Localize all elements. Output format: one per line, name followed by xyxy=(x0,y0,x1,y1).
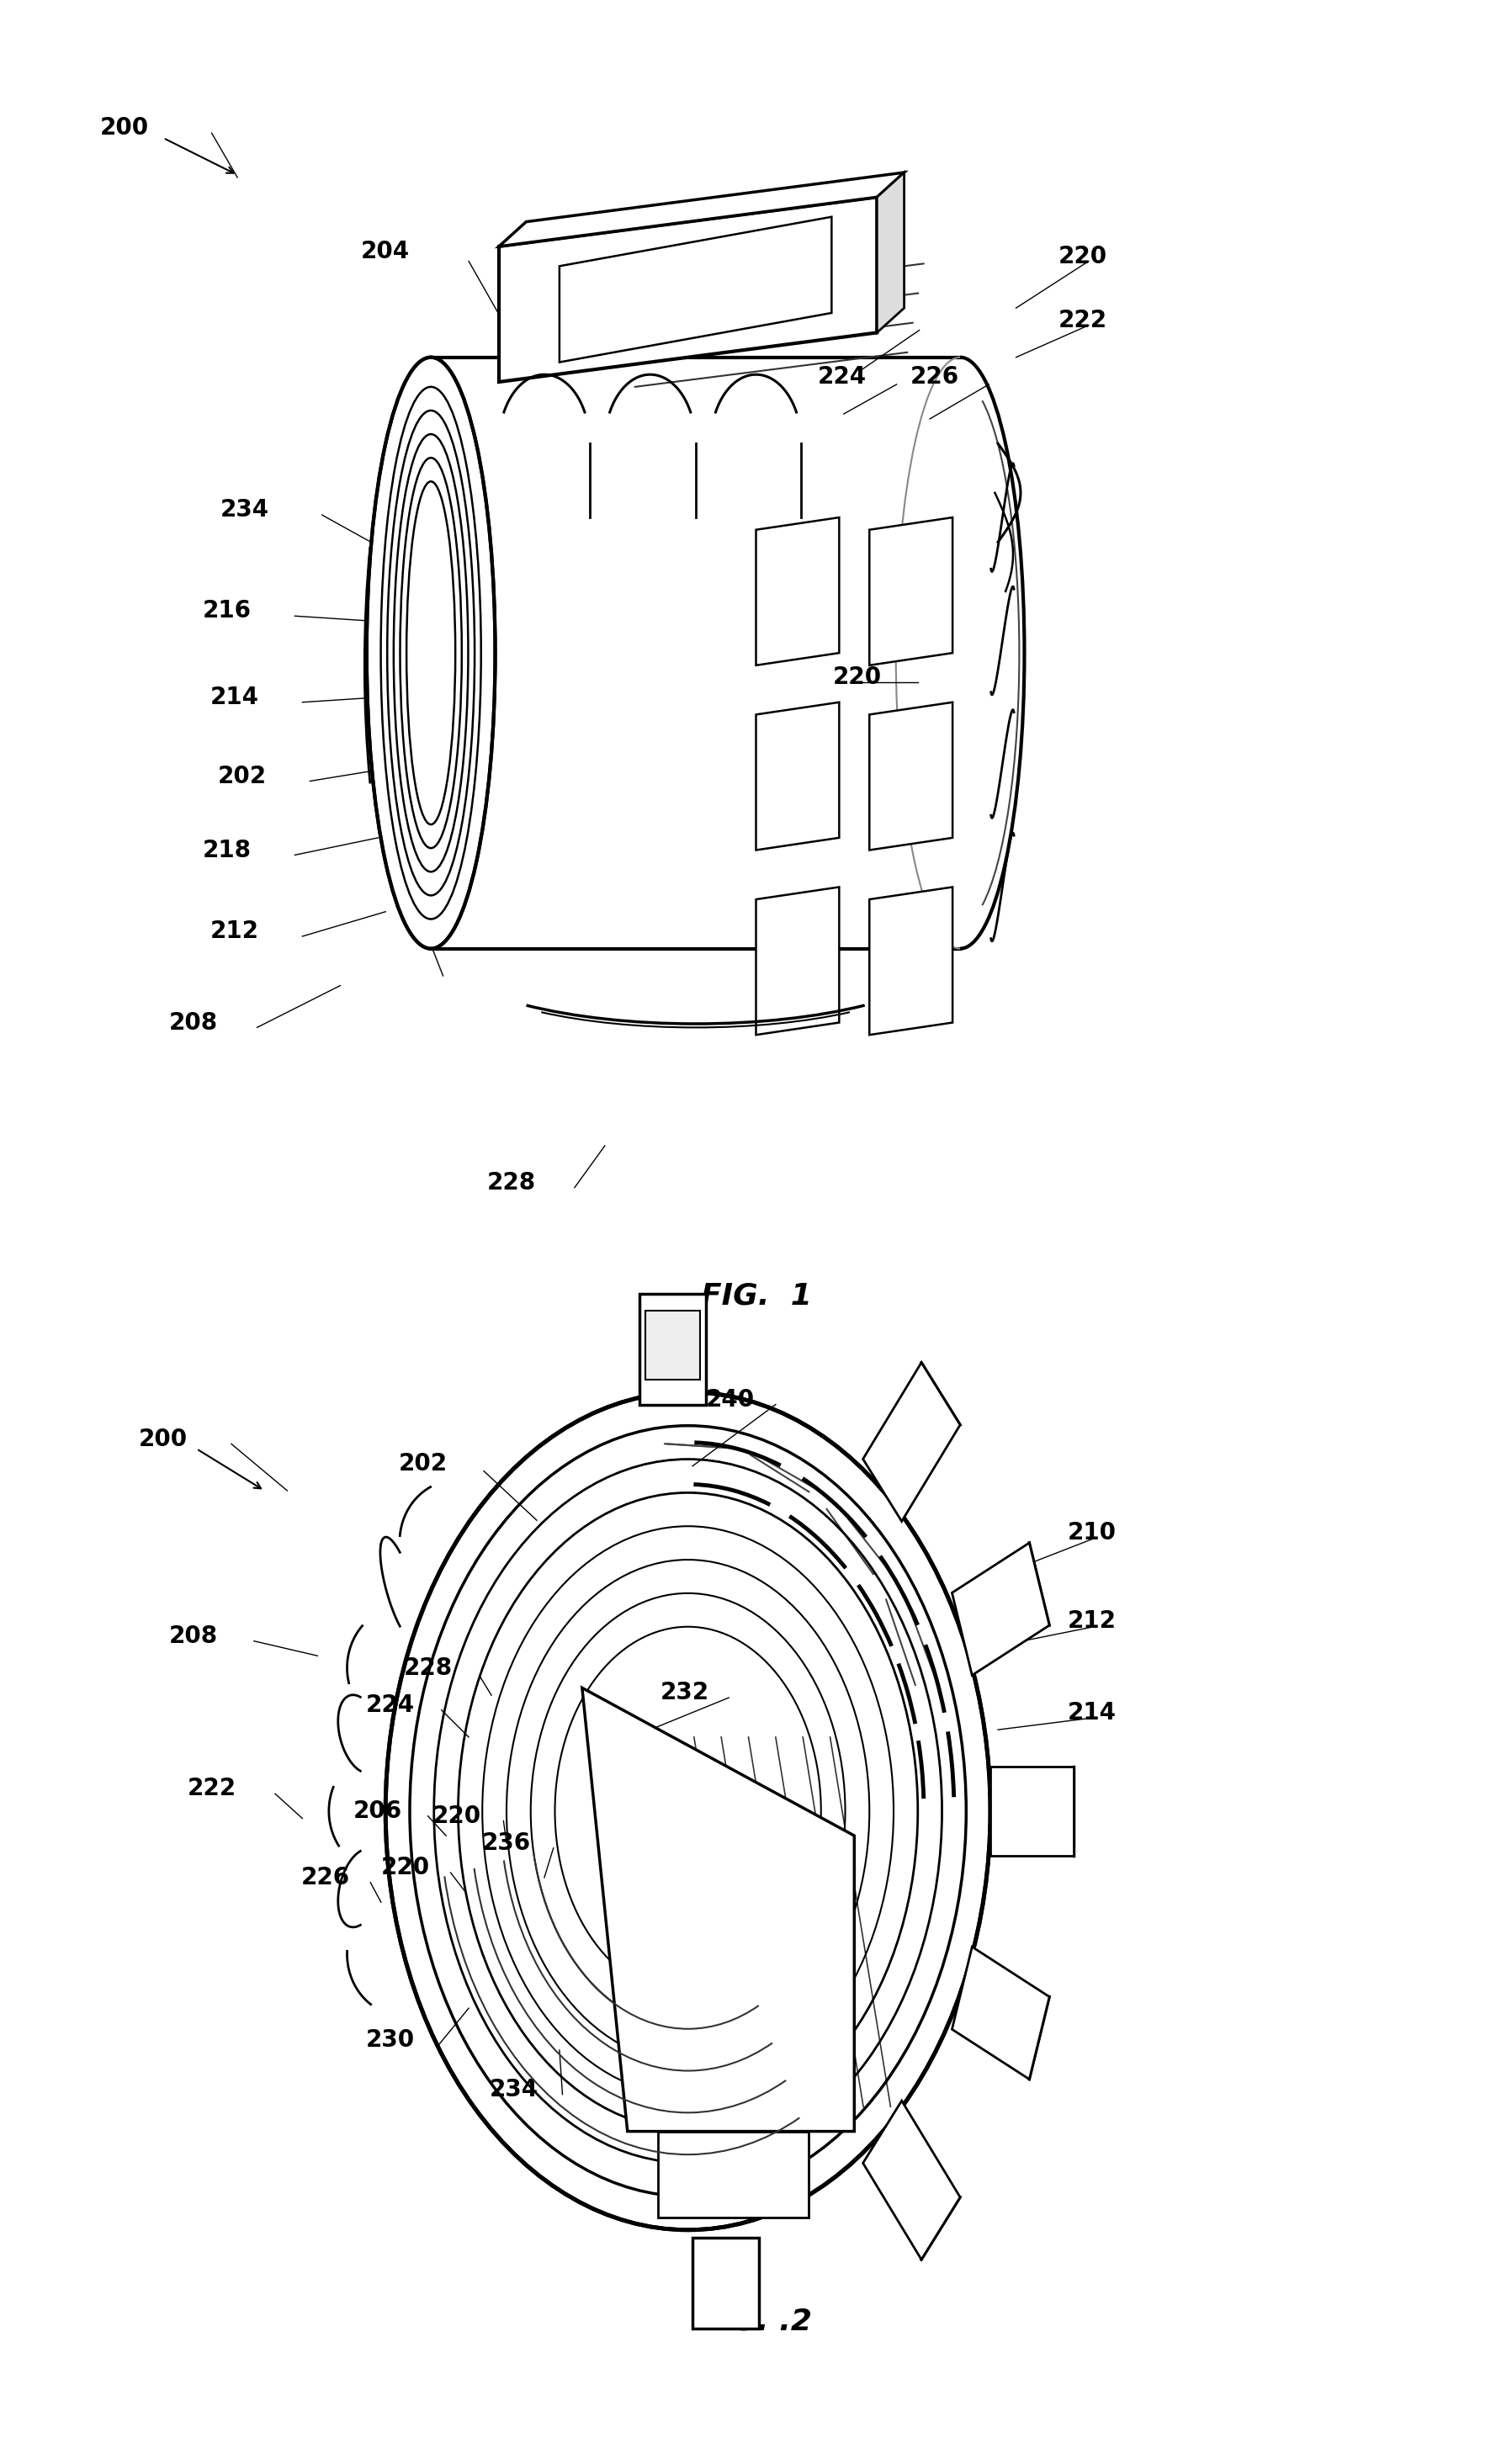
Text: 220: 220 xyxy=(381,1855,429,1880)
Polygon shape xyxy=(756,702,839,850)
Text: 226: 226 xyxy=(910,365,959,389)
Polygon shape xyxy=(559,217,832,362)
Text: 206: 206 xyxy=(838,310,886,335)
Text: 220: 220 xyxy=(432,1804,481,1828)
Text: 222: 222 xyxy=(1058,308,1107,333)
Text: 240: 240 xyxy=(706,1387,754,1412)
Polygon shape xyxy=(953,1542,1049,1676)
Text: 228: 228 xyxy=(404,1656,452,1680)
Ellipse shape xyxy=(386,1392,990,2230)
Polygon shape xyxy=(646,1311,700,1380)
Text: 210: 210 xyxy=(676,219,724,244)
Text: 234: 234 xyxy=(221,498,269,522)
Text: 206: 206 xyxy=(354,1799,402,1823)
Text: 208: 208 xyxy=(169,1010,218,1035)
Text: 200: 200 xyxy=(139,1427,187,1451)
Polygon shape xyxy=(869,702,953,850)
Polygon shape xyxy=(869,887,953,1035)
Polygon shape xyxy=(990,1767,1074,1855)
Text: 240: 240 xyxy=(649,2077,697,2102)
Text: 230: 230 xyxy=(603,251,652,276)
Text: 202: 202 xyxy=(399,1451,448,1476)
Text: 236: 236 xyxy=(513,293,561,318)
Text: 210: 210 xyxy=(1067,1520,1116,1545)
Text: 214: 214 xyxy=(210,685,259,710)
Polygon shape xyxy=(863,1363,960,1520)
Polygon shape xyxy=(756,517,839,665)
Polygon shape xyxy=(756,887,839,1035)
Text: 220: 220 xyxy=(1058,244,1107,269)
Polygon shape xyxy=(863,2102,960,2259)
Text: 234: 234 xyxy=(490,2077,538,2102)
Text: 218: 218 xyxy=(203,838,251,862)
Text: FIG. .2: FIG. .2 xyxy=(700,2306,812,2336)
Text: 212: 212 xyxy=(210,919,259,944)
Text: 232: 232 xyxy=(759,234,807,259)
Polygon shape xyxy=(869,517,953,665)
Text: 228: 228 xyxy=(487,1170,535,1195)
Text: 202: 202 xyxy=(218,764,266,788)
Text: 212: 212 xyxy=(1067,1609,1116,1634)
Polygon shape xyxy=(582,1688,854,2131)
Text: 204: 204 xyxy=(361,239,410,264)
Text: 200: 200 xyxy=(100,116,148,140)
Text: 220: 220 xyxy=(833,665,881,690)
Polygon shape xyxy=(692,2237,759,2328)
Ellipse shape xyxy=(366,357,494,949)
Polygon shape xyxy=(953,1947,1049,2080)
Text: 214: 214 xyxy=(1067,1700,1116,1725)
Polygon shape xyxy=(877,172,904,333)
Text: 224: 224 xyxy=(818,365,866,389)
Text: FIG.  1: FIG. 1 xyxy=(700,1281,812,1311)
Text: 226: 226 xyxy=(301,1865,349,1890)
Text: 208: 208 xyxy=(169,1624,218,1648)
Text: 216: 216 xyxy=(203,599,251,623)
Polygon shape xyxy=(499,197,877,382)
Text: 232: 232 xyxy=(661,1680,709,1705)
Polygon shape xyxy=(640,1294,706,1404)
Text: 236: 236 xyxy=(482,1831,531,1855)
Text: 224: 224 xyxy=(366,1693,414,1717)
Polygon shape xyxy=(658,2131,809,2218)
Text: 230: 230 xyxy=(366,2028,414,2053)
Text: 222: 222 xyxy=(187,1777,236,1801)
Polygon shape xyxy=(499,172,904,246)
